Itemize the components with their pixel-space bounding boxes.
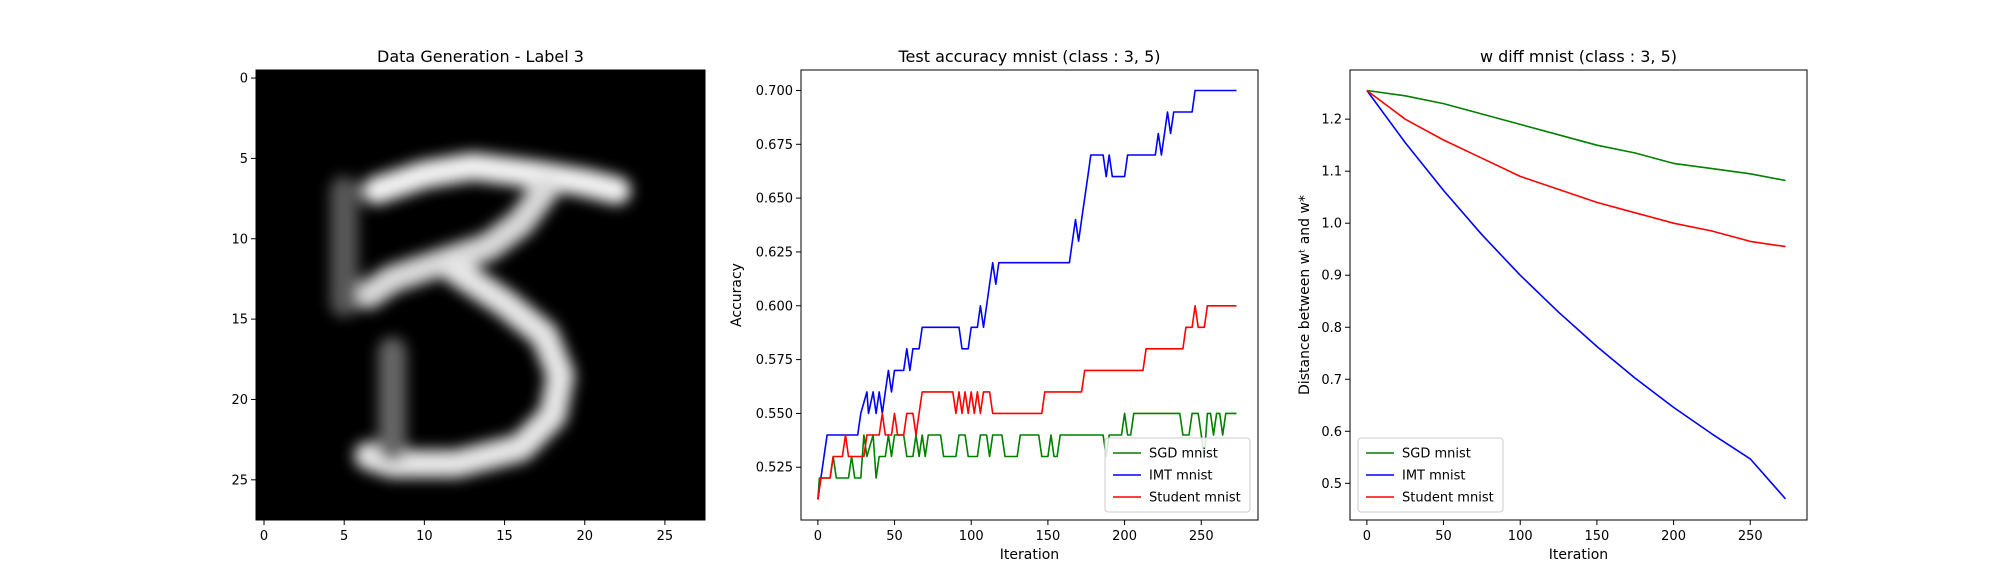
legend-entry: IMT mnist [1149,469,1213,484]
accuracy-series [817,89,1237,500]
y-tick-label: 0.8 [1321,321,1342,336]
x-tick-label: 150 [1584,529,1609,544]
x-tick-label: 0 [814,529,822,544]
wdiff-title: w diff mnist (class : 3, 5) [1480,47,1677,66]
wdiff-series [1366,89,1787,500]
digit-stroke [354,256,575,478]
legend-entry: Student mnist [1149,491,1241,506]
series-line [1366,89,1786,248]
legend-entry: IMT mnist [1402,469,1466,484]
series-line [1366,90,1787,500]
x-tick-label: 20 [576,529,593,544]
image-frame [255,69,706,521]
x-tick-label: 50 [1435,529,1452,544]
wdiff-xlabel: Iteration [1549,547,1608,563]
wdiff-axes: 0 50 100 150 200 250 0.5 0.6 0.7 0.8 0.9 1.0 1.1 1.2 [1321,113,1762,544]
wdiff-legend: SGD mnist IMT mnist Student mnist [1357,437,1504,513]
y-tick-label: 0.7 [1321,373,1342,388]
y-tick-label: 25 [231,473,248,488]
wdiff-frame [1349,69,1808,521]
series-line [817,89,1237,500]
y-tick-label: 10 [231,232,248,247]
x-tick-label: 250 [1189,529,1214,544]
series-line [817,412,1237,500]
digit-strokes [330,152,631,478]
image-panel: Data Generation - Label 3 0 5 10 15 20 25 0 5 10… [231,47,706,544]
x-tick-label: 200 [1112,529,1137,544]
x-tick-label: 25 [657,529,674,544]
accuracy-legend: SGD mnist IMT mnist Student mnist [1104,437,1251,513]
y-tick-label: 0.650 [756,192,793,207]
x-tick-label: 250 [1738,529,1763,544]
legend-entry: SGD mnist [1402,447,1471,462]
legend-entry: SGD mnist [1149,447,1218,462]
x-tick-label: 100 [959,529,984,544]
legend-entry: Student mnist [1402,491,1494,506]
x-tick-label: 5 [340,529,348,544]
legend-box [1104,437,1251,513]
accuracy-axes: 0 50 100 150 200 250 0.525 0.550 0.575 0.600 0.625… [756,84,1214,544]
y-tick-label: 0.9 [1321,269,1342,284]
wdiff-chart: w diff mnist (class : 3, 5) Iteration Di… [1297,47,1808,563]
wdiff-ylabel: Distance between wᵗ and w* [1297,195,1313,395]
digit-stroke [362,152,631,205]
y-tick-label: 0.525 [756,461,793,476]
accuracy-chart: Test accuracy mnist (class : 3, 5) Itera… [729,47,1259,563]
y-tick-label: 0.6 [1321,425,1342,440]
y-tick-label: 1.1 [1321,165,1342,180]
accuracy-xlabel: Iteration [1000,547,1059,563]
y-tick-label: 0.700 [756,84,793,99]
y-tick-label: 20 [231,393,248,408]
y-tick-label: 0.550 [756,407,793,422]
x-tick-label: 150 [1035,529,1060,544]
y-tick-label: 0.575 [756,353,793,368]
y-tick-label: 0.600 [756,299,793,314]
accuracy-frame [800,69,1259,521]
x-tick-label: 200 [1661,529,1686,544]
image-title: Data Generation - Label 3 [377,47,584,66]
y-tick-label: 0.625 [756,245,793,260]
x-tick-label: 0 [260,529,268,544]
y-tick-label: 1.2 [1321,113,1342,128]
series-line [1366,89,1786,182]
digit-stroke [354,176,559,309]
x-tick-label: 0 [1363,529,1371,544]
legend-box [1357,437,1504,513]
x-tick-label: 15 [496,529,513,544]
y-tick-label: 0.675 [756,138,793,153]
y-tick-label: 5 [240,152,248,167]
y-tick-label: 1.0 [1321,217,1342,232]
y-tick-label: 0 [240,72,248,87]
y-tick-label: 15 [231,313,248,328]
y-tick-label: 0.5 [1321,477,1342,492]
accuracy-ylabel: Accuracy [729,263,745,327]
x-tick-label: 100 [1508,529,1533,544]
accuracy-title: Test accuracy mnist (class : 3, 5) [897,47,1160,66]
x-tick-label: 50 [886,529,903,544]
x-tick-label: 10 [416,529,433,544]
image-axes: 0 5 10 15 20 25 0 5 10 15 20 25 [231,72,673,544]
series-line [817,305,1237,500]
